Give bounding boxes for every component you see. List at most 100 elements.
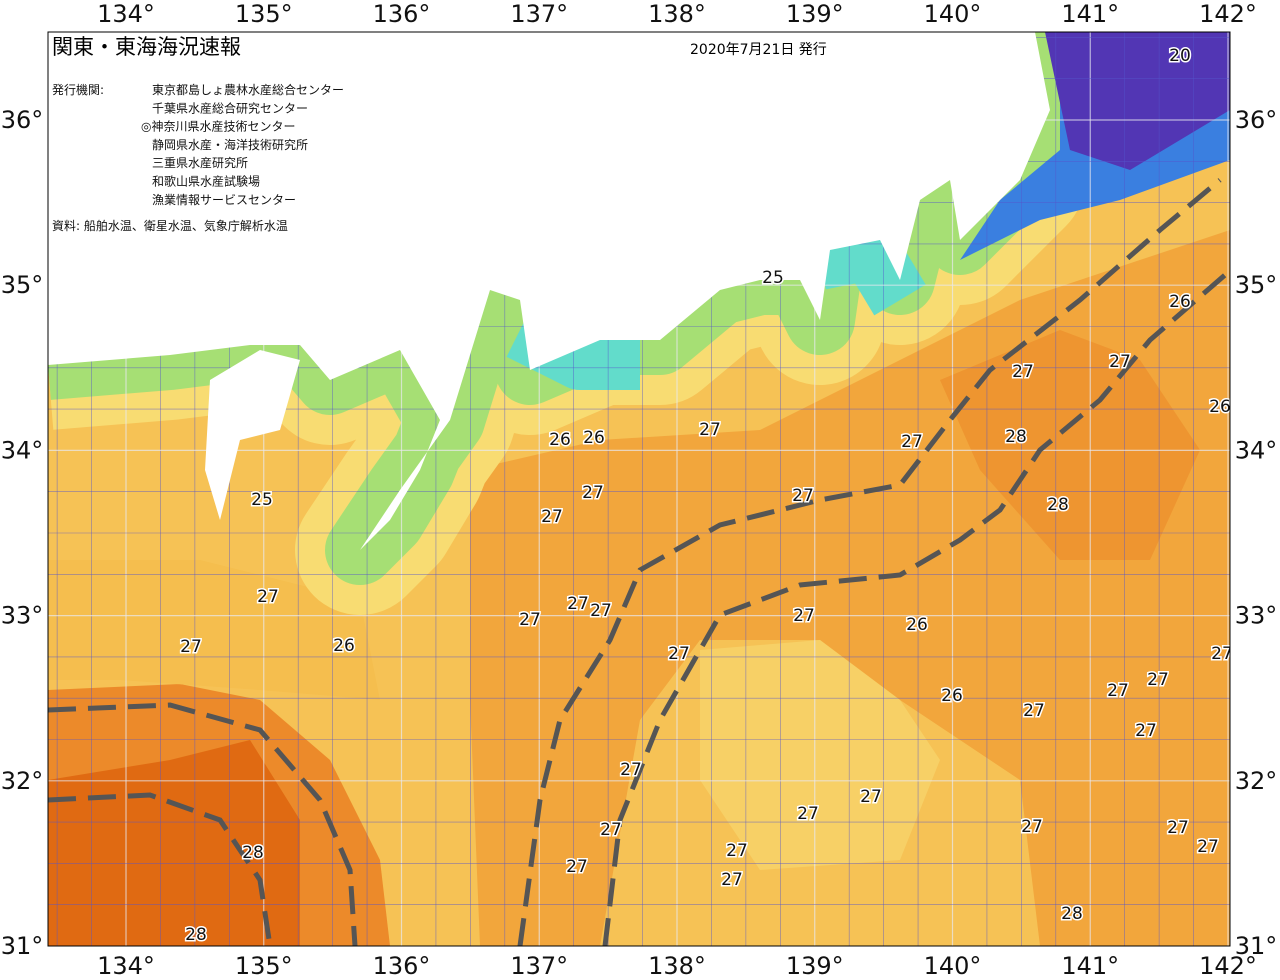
contour-label: 27	[567, 594, 589, 614]
land-island	[205, 350, 300, 520]
map-frame	[47, 31, 1231, 947]
issue-date: 2020年7月21日 発行	[690, 42, 827, 58]
contour-label: 27	[792, 486, 814, 506]
contour-label: 26	[941, 686, 963, 706]
current-paths	[48, 178, 1227, 946]
contour-label: 20	[1169, 46, 1191, 66]
contour-label: 26	[549, 430, 571, 450]
title: 関東・東海海況速報	[52, 35, 241, 59]
issuer: 静岡県水産・海洋技術研究所	[152, 137, 308, 152]
contour-label: 25	[762, 268, 784, 288]
contour-label: 28	[1061, 904, 1083, 924]
contour-label: 27	[860, 787, 882, 807]
contour-label: 27	[1147, 670, 1169, 690]
contour-label: 27	[590, 601, 612, 621]
contour-label: 27	[1197, 837, 1219, 857]
contour-label: 27	[1021, 817, 1043, 837]
warm-core	[940, 330, 1200, 560]
contour-label: 26	[333, 636, 355, 656]
contour-label: 27	[582, 483, 604, 503]
contour-label: 27	[793, 606, 815, 626]
contour-label: 27	[566, 857, 588, 877]
contour-label: 27	[1107, 681, 1129, 701]
contour-label: 27	[797, 804, 819, 824]
contour-label: 26	[906, 615, 928, 635]
contour-label: 26	[1169, 292, 1191, 312]
lon-label-bottom: 142°	[1199, 952, 1257, 980]
lon-label-bottom: 139°	[786, 952, 844, 980]
lat-label-left: 36°	[1, 106, 44, 134]
lon-label-top: 137°	[510, 0, 568, 28]
hot-zone-sw	[48, 740, 300, 946]
lat-label-right: 33°	[1235, 602, 1278, 630]
map-area: 20 25 26 27 27 26 26 26 27 27 28 25 27 2…	[48, 32, 1233, 947]
contour-label: 27	[699, 420, 721, 440]
contour-label: 27	[600, 820, 622, 840]
lat-label-left: 34°	[1, 436, 44, 464]
lon-label-bottom: 134°	[97, 952, 155, 980]
contour-label: 28	[242, 843, 264, 863]
contour-label: 27	[721, 870, 743, 890]
lon-label-bottom: 135°	[235, 952, 293, 980]
current-path	[602, 273, 1227, 946]
contour-label: 27	[519, 610, 541, 630]
current-path	[48, 792, 273, 946]
current-path	[48, 702, 358, 946]
contour-label: 27	[1135, 721, 1157, 741]
contour-label: 27	[1023, 701, 1045, 721]
contour-label: 27	[1167, 818, 1189, 838]
lon-label-top: 135°	[235, 0, 293, 28]
lat-label-left: 31°	[1, 932, 44, 960]
contour-label: 27	[257, 587, 279, 607]
contour-label: 28	[1047, 495, 1069, 515]
lat-label-right: 31°	[1235, 932, 1278, 960]
lon-label-top: 134°	[97, 0, 155, 28]
lon-label-top: 139°	[786, 0, 844, 28]
lat-label-left: 32°	[1, 767, 44, 795]
issuer: 三重県水産研究所	[152, 155, 248, 170]
lat-label-right: 36°	[1235, 106, 1278, 134]
lon-label-bottom: 140°	[924, 952, 982, 980]
contour-label: 27	[620, 760, 642, 780]
lat-label-left: 33°	[1, 602, 44, 630]
issuer: ◎神奈川県水産技術センター	[141, 119, 295, 134]
cold-core	[1045, 32, 1230, 170]
cool-zone	[700, 640, 940, 870]
contour-labels: 20 25 26 27 27 26 26 26 27 27 28 25 27 2…	[179, 45, 1233, 947]
lat-label-left: 35°	[1, 271, 44, 299]
issuer: 漁業情報サービスセンター	[152, 193, 296, 207]
lat-label-right: 35°	[1235, 271, 1278, 299]
lon-label-bottom: 136°	[373, 952, 431, 980]
lat-label-right: 32°	[1235, 767, 1278, 795]
contour-label: 27	[1012, 362, 1034, 382]
contour-label: 27	[1211, 644, 1233, 664]
lon-label-bottom: 137°	[510, 952, 568, 980]
current-path	[517, 178, 1222, 946]
lon-label-top: 136°	[373, 0, 431, 28]
lon-label-bottom: 141°	[1061, 952, 1119, 980]
data-source: 資料: 船舶水温、衛星水温、気象庁解析水温	[52, 218, 288, 233]
contour-label: 28	[1005, 427, 1027, 447]
lon-label-top: 140°	[924, 0, 982, 28]
issuer: 東京都島しょ農林水産総合センター	[152, 82, 344, 97]
issuer: 千葉県水産総合研究センター	[152, 100, 308, 115]
contour-label: 27	[668, 644, 690, 664]
mid-zone	[48, 560, 380, 700]
lon-label-top: 138°	[648, 0, 706, 28]
lon-label-top: 142°	[1199, 0, 1257, 28]
issuer: 和歌山県水産試験場	[152, 174, 260, 189]
issuers-label: 発行機関:	[52, 82, 104, 97]
contour-label: 26	[1209, 397, 1231, 417]
contour-label: 27	[901, 432, 923, 452]
contour-label: 27	[1109, 352, 1131, 372]
contour-label: 27	[726, 841, 748, 861]
contour-label: 27	[541, 507, 563, 527]
lat-label-right: 34°	[1235, 436, 1278, 464]
lon-label-bottom: 138°	[648, 952, 706, 980]
lon-label-top: 141°	[1061, 0, 1119, 28]
contour-label: 28	[185, 925, 207, 945]
